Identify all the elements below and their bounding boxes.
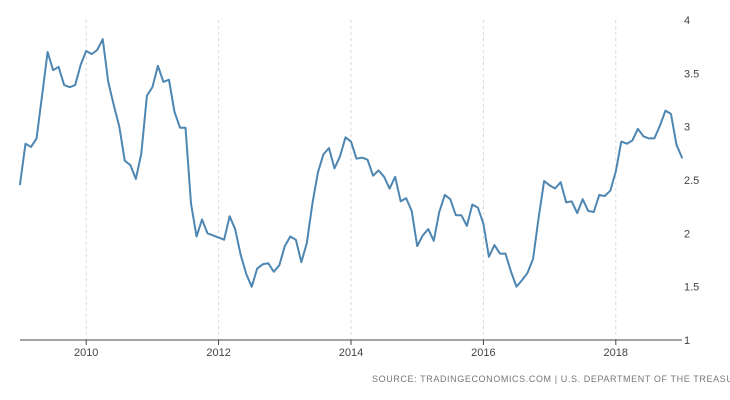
x-tick-label-2010: 2010 xyxy=(74,347,98,359)
y-tick-label-4: 4 xyxy=(684,15,690,27)
series-line-2 xyxy=(675,143,683,159)
y-tick-label-1: 1 xyxy=(684,335,690,347)
y-tick-label-2.5: 2.5 xyxy=(684,175,699,187)
y-tick-label-1.5: 1.5 xyxy=(684,282,699,294)
series-layer xyxy=(19,38,683,288)
x-tick-label-2012: 2012 xyxy=(206,347,230,359)
vertical-grid-lines xyxy=(85,20,617,340)
y-axis-ticks: 1 1.5 2 2.5 3 3.5 4 xyxy=(684,15,699,347)
source-caption: SOURCE: TRADINGECONOMICS.COM | U.S. DEPA… xyxy=(372,374,730,384)
x-tick-label-2014: 2014 xyxy=(339,347,363,359)
series-line-1 xyxy=(19,38,678,288)
y-tick-label-3.5: 3.5 xyxy=(684,68,699,80)
x-tick-label-2016: 2016 xyxy=(471,347,495,359)
x-tick-label-2018: 2018 xyxy=(604,347,628,359)
y-tick-label-2: 2 xyxy=(684,228,690,240)
y-tick-label-3: 3 xyxy=(684,122,690,134)
x-axis-ticks: 2010 2012 2014 2016 2018 xyxy=(74,340,628,359)
